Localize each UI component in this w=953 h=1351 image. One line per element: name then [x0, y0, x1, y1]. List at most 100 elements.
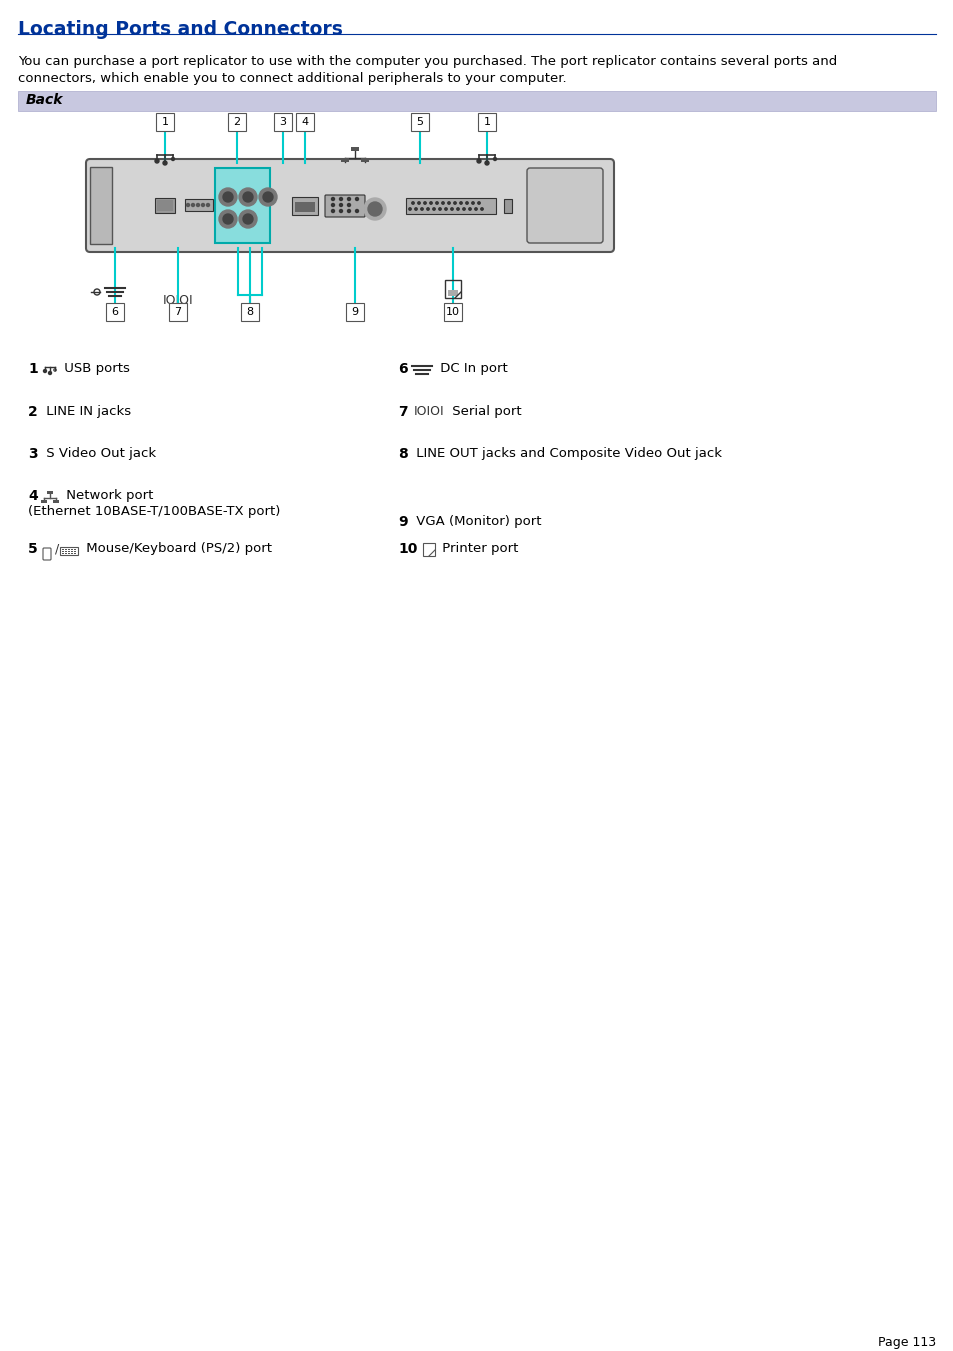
Circle shape — [444, 208, 447, 211]
Bar — [448, 290, 457, 296]
Bar — [292, 197, 317, 215]
Bar — [65, 550, 67, 553]
Circle shape — [331, 197, 335, 200]
Bar — [18, 91, 935, 111]
Bar — [65, 553, 67, 554]
Text: 7: 7 — [174, 307, 181, 317]
Bar — [411, 113, 429, 131]
Text: DC In port: DC In port — [436, 362, 507, 376]
Text: 6: 6 — [397, 362, 407, 376]
Bar — [156, 113, 173, 131]
Circle shape — [436, 201, 437, 204]
Text: 5: 5 — [28, 542, 38, 557]
Bar — [62, 553, 64, 554]
Circle shape — [477, 201, 479, 204]
Text: 4: 4 — [28, 489, 38, 503]
Circle shape — [368, 203, 381, 216]
Circle shape — [243, 213, 253, 224]
Bar — [228, 113, 246, 131]
Bar — [68, 549, 70, 550]
Circle shape — [258, 188, 276, 205]
Text: Network port: Network port — [62, 489, 153, 503]
Text: VGA (Monitor) port: VGA (Monitor) port — [412, 515, 541, 528]
Circle shape — [223, 213, 233, 224]
Circle shape — [331, 204, 335, 207]
Text: 3: 3 — [28, 447, 37, 461]
Bar — [62, 550, 64, 553]
Bar — [214, 168, 270, 243]
Text: 10: 10 — [397, 542, 416, 557]
Circle shape — [196, 204, 199, 207]
Bar — [443, 303, 461, 322]
Circle shape — [454, 201, 456, 204]
Text: Page 113: Page 113 — [877, 1336, 935, 1350]
Text: connectors, which enable you to connect additional peripherals to your computer.: connectors, which enable you to connect … — [18, 72, 566, 85]
Text: LINE OUT jacks and Composite Video Out jack: LINE OUT jacks and Composite Video Out j… — [412, 447, 721, 459]
Circle shape — [347, 197, 350, 200]
Bar — [351, 147, 358, 151]
Bar — [106, 303, 124, 322]
Circle shape — [186, 204, 190, 207]
Circle shape — [462, 208, 465, 211]
Bar — [241, 303, 258, 322]
Circle shape — [456, 208, 458, 211]
Bar — [340, 158, 349, 162]
Bar — [154, 199, 174, 213]
Circle shape — [243, 192, 253, 203]
Text: 1: 1 — [483, 118, 490, 127]
Bar — [503, 199, 512, 213]
Text: IOIOI: IOIOI — [163, 295, 193, 307]
Bar — [294, 203, 314, 212]
Text: 2: 2 — [28, 405, 38, 419]
Text: S Video Out jack: S Video Out jack — [42, 447, 156, 459]
Text: 5: 5 — [416, 118, 423, 127]
Circle shape — [426, 208, 429, 211]
Circle shape — [219, 209, 236, 228]
Text: 9: 9 — [351, 307, 358, 317]
Circle shape — [49, 372, 51, 374]
Circle shape — [409, 208, 411, 211]
Bar — [444, 280, 460, 299]
Circle shape — [459, 201, 461, 204]
Circle shape — [206, 204, 210, 207]
Circle shape — [423, 201, 426, 204]
Bar — [477, 113, 496, 131]
Text: IOIOI: IOIOI — [414, 405, 444, 417]
Bar — [71, 550, 73, 553]
Circle shape — [219, 188, 236, 205]
Text: Mouse/Keyboard (PS/2) port: Mouse/Keyboard (PS/2) port — [82, 542, 272, 555]
Circle shape — [433, 208, 435, 211]
Bar — [68, 550, 70, 553]
Circle shape — [415, 208, 416, 211]
Bar — [74, 549, 76, 550]
Bar — [185, 199, 213, 211]
Circle shape — [447, 201, 450, 204]
Circle shape — [239, 209, 256, 228]
Text: 8: 8 — [246, 307, 253, 317]
Text: 1: 1 — [161, 118, 169, 127]
Bar — [169, 303, 187, 322]
Bar — [62, 549, 64, 550]
Circle shape — [465, 201, 468, 204]
Circle shape — [239, 188, 256, 205]
Circle shape — [339, 209, 342, 212]
Bar — [74, 550, 76, 553]
Circle shape — [355, 197, 358, 200]
Bar — [68, 553, 70, 554]
Circle shape — [163, 161, 167, 165]
Circle shape — [263, 192, 273, 203]
Circle shape — [480, 208, 482, 211]
Circle shape — [468, 208, 471, 211]
Circle shape — [154, 159, 159, 163]
Bar — [71, 553, 73, 554]
Bar — [295, 113, 314, 131]
Text: (Ethernet 10BASE-T/100BASE-TX port): (Ethernet 10BASE-T/100BASE-TX port) — [28, 505, 280, 517]
Text: You can purchase a port replicator to use with the computer you purchased. The p: You can purchase a port replicator to us… — [18, 55, 837, 68]
Circle shape — [192, 204, 194, 207]
Bar — [41, 500, 47, 503]
Bar — [71, 549, 73, 550]
Circle shape — [438, 208, 440, 211]
Circle shape — [364, 199, 386, 220]
Bar — [47, 490, 53, 494]
Text: 8: 8 — [397, 447, 407, 461]
